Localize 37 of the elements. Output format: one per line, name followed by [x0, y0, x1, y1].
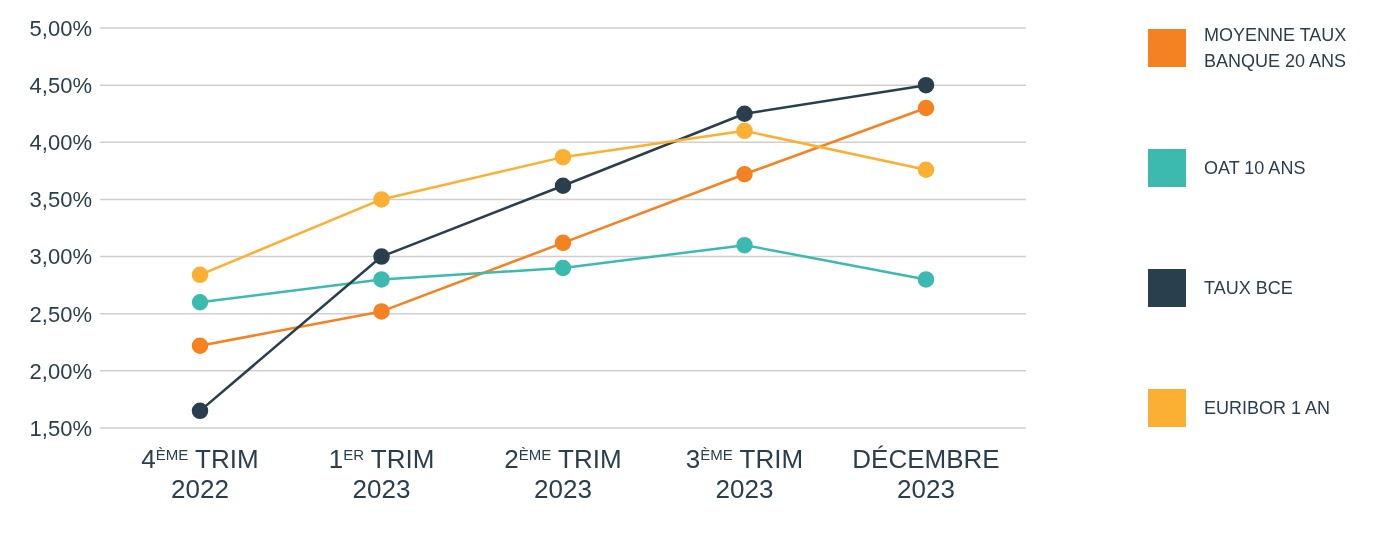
y-tick-label: 2,50%: [29, 301, 92, 327]
point: [736, 236, 753, 254]
point: [736, 105, 753, 122]
legend-label: TAUX BCE: [1204, 277, 1293, 300]
legend-label: EURIBOR 1 AN: [1204, 397, 1331, 420]
point: [191, 294, 209, 311]
point: [191, 337, 209, 354]
point: [554, 234, 572, 252]
x-tick-label: 3$^{ÈME}$ TRIM 2023: [685, 444, 804, 504]
y-tick-label: 3,50%: [29, 187, 92, 213]
x-tick-label: 1$^{ER}$ TRIM 2023: [328, 444, 435, 504]
point: [373, 248, 390, 265]
y-tick-label: 4,00%: [29, 130, 92, 156]
y-tick-label: 2,00%: [29, 358, 92, 384]
point: [554, 148, 572, 166]
point: [736, 122, 753, 140]
y-tick-label: 3,00%: [29, 244, 92, 270]
point: [373, 191, 390, 208]
point: [191, 402, 209, 420]
point: [373, 271, 390, 288]
y-tick-label: 1,50%: [29, 415, 92, 441]
y-tick-label: 4,50%: [29, 72, 92, 98]
point: [373, 303, 390, 320]
point: [917, 99, 935, 117]
x-tick-label: 4$^{ÈME}$ TRIM 2022: [141, 444, 259, 504]
point: [917, 271, 935, 288]
point: [554, 177, 572, 194]
x-tick-label: DÉCEMBRE 2023: [852, 444, 1000, 504]
point: [917, 161, 935, 178]
point: [917, 76, 935, 94]
point: [191, 266, 209, 284]
y-tick-label: 5,00%: [29, 15, 92, 41]
x-tick-label: 2$^{ÈME}$ TRIM 2023: [504, 444, 622, 504]
legend-label: MOYENNE TAUX BANQUE 20 ANS: [1204, 24, 1348, 73]
point: [736, 166, 753, 183]
legend-label: OAT 10 ANS: [1204, 157, 1306, 180]
point: [554, 259, 572, 277]
